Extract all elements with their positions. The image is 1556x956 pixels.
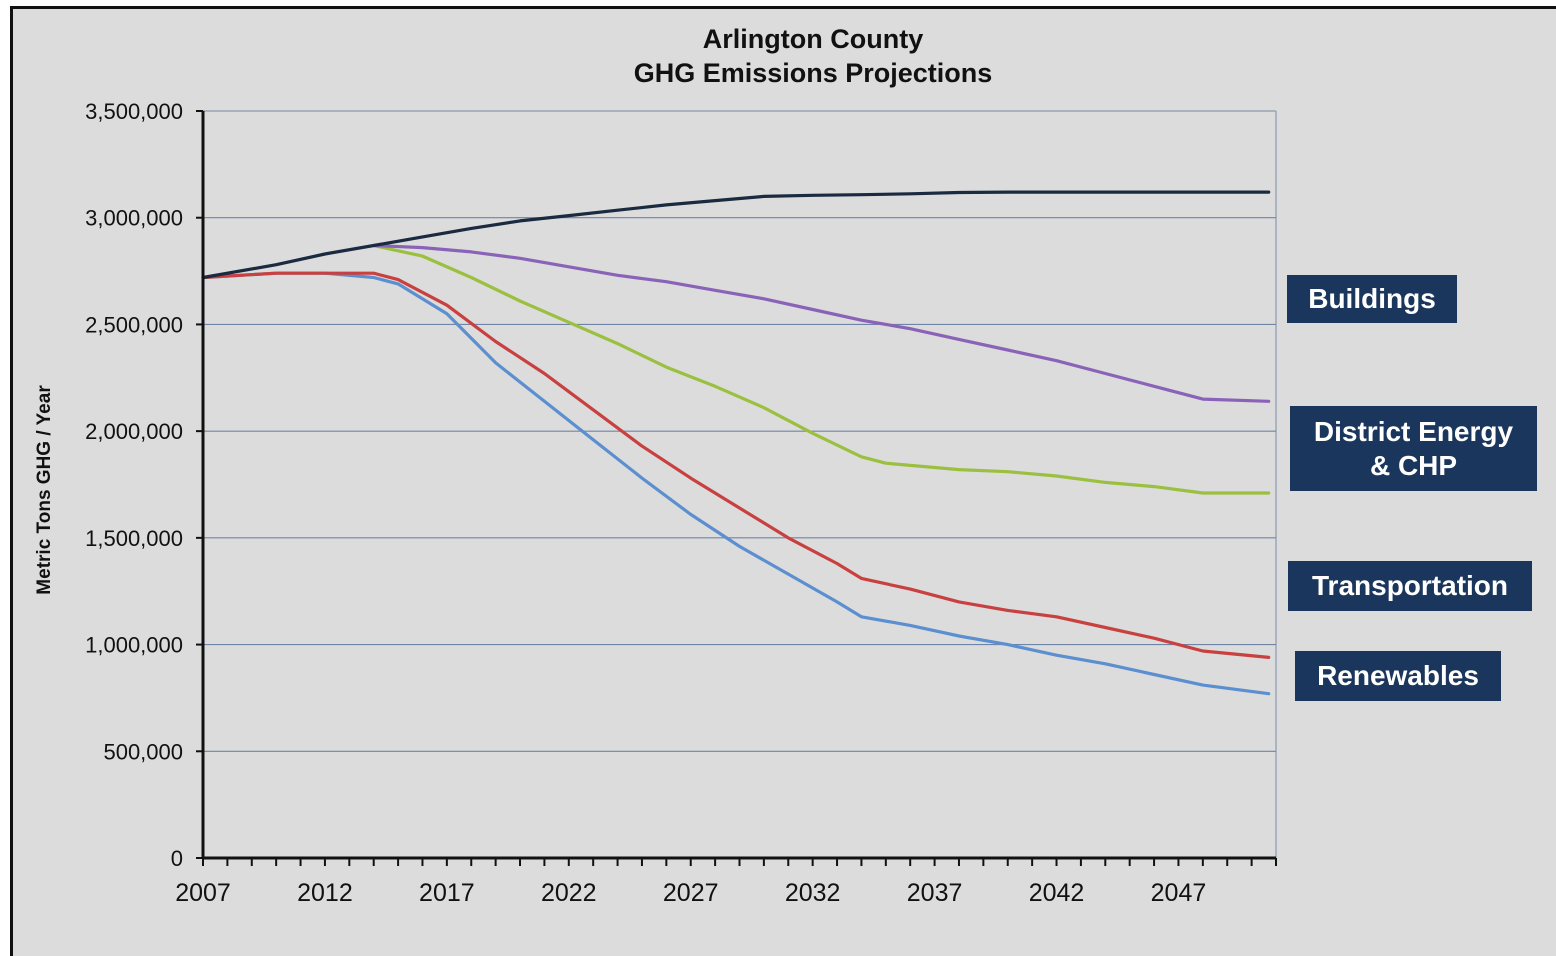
- y-tick-label: 0: [171, 846, 183, 871]
- series-line-renewables: [201, 271, 1271, 696]
- y-tick-label: 3,500,000: [85, 99, 183, 124]
- series-line-buildings: [372, 243, 1271, 403]
- legend-transportation: Transportation: [1288, 561, 1532, 611]
- series-line-baseline: [201, 190, 1271, 280]
- x-tick-label: 2047: [1151, 879, 1207, 907]
- chart-title-line-1: Arlington County: [703, 24, 923, 54]
- x-tick-label: 2042: [1029, 879, 1085, 907]
- series-lines: [201, 190, 1271, 696]
- series-line-transportation: [201, 271, 1271, 659]
- axes: [196, 110, 1277, 866]
- y-tick-label: 1,500,000: [85, 526, 183, 551]
- y-tick-label: 2,000,000: [85, 419, 183, 444]
- x-tick-label: 2032: [785, 879, 841, 907]
- x-tick-label: 2012: [297, 879, 353, 907]
- chart-title-line-2: GHG Emissions Projections: [634, 58, 993, 88]
- y-axis-label: Metric Tons GHG / Year: [34, 385, 55, 595]
- y-tick-label: 1,000,000: [85, 633, 183, 658]
- legend-buildings: Buildings: [1287, 275, 1457, 323]
- y-tick-label: 500,000: [103, 739, 183, 764]
- tick-labels: 0 500,000 1,000,000 1,500,000 2,000,000 2,500…: [85, 99, 1206, 907]
- x-tick-label: 2022: [541, 879, 597, 907]
- x-tick-label: 2037: [907, 879, 963, 907]
- x-tick-label: 2017: [419, 879, 475, 907]
- y-tick-label: 3,000,000: [85, 206, 183, 231]
- gridlines: [203, 110, 1277, 858]
- legend-renewables: Renewables: [1295, 651, 1501, 701]
- legend-district-energy-chp: District Energy & CHP: [1290, 406, 1537, 491]
- x-tick-label: 2007: [175, 879, 231, 907]
- series-line-district-energy-chp: [372, 243, 1271, 495]
- y-tick-label: 2,500,000: [85, 312, 183, 337]
- x-tick-label: 2027: [663, 879, 719, 907]
